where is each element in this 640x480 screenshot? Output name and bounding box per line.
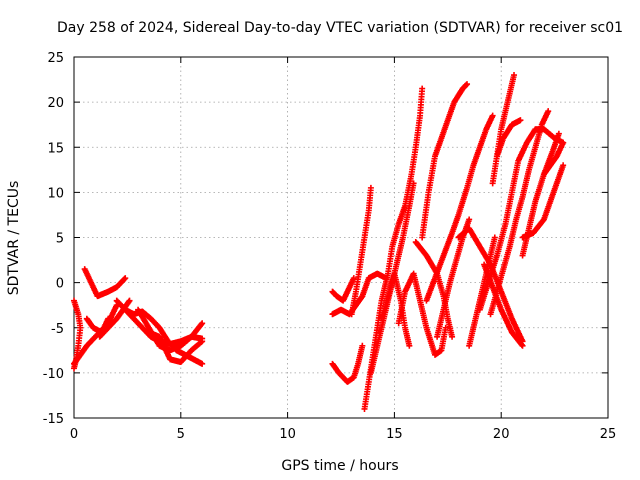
data-point xyxy=(419,85,426,92)
data-point xyxy=(199,320,206,327)
data-point xyxy=(350,275,357,282)
data-point xyxy=(199,360,206,367)
y-tick-label: 10 xyxy=(47,186,64,201)
x-axis-label: GPS time / hours xyxy=(281,458,398,474)
data-point xyxy=(449,333,456,340)
series-track-3 xyxy=(81,266,129,300)
series-track-9 xyxy=(145,329,206,366)
y-tick-label: 0 xyxy=(56,277,64,292)
series-track-31 xyxy=(519,130,562,259)
x-tick-label: 5 xyxy=(177,427,185,442)
data-point xyxy=(491,234,498,241)
data-point xyxy=(545,108,552,115)
data-point xyxy=(199,338,206,345)
series-track-20 xyxy=(423,112,496,304)
series-track-24 xyxy=(493,72,518,160)
data-point xyxy=(359,342,366,349)
data-point xyxy=(122,275,129,282)
series-track-10 xyxy=(329,275,357,304)
data-point xyxy=(519,342,526,349)
y-tick-label: 15 xyxy=(47,141,64,156)
y-tick-label: -10 xyxy=(43,367,64,382)
series-track-27 xyxy=(481,261,526,349)
series-track-28 xyxy=(487,108,552,318)
y-tick-label: 5 xyxy=(56,232,64,247)
series-track-13 xyxy=(348,184,374,318)
data-point xyxy=(410,180,417,187)
series-track-5 xyxy=(83,302,120,336)
y-axis-label: SDTVAR / TECUs xyxy=(6,181,22,296)
series-track-11 xyxy=(329,342,366,385)
data-point xyxy=(464,81,471,88)
data-point xyxy=(406,342,413,349)
y-axis-ticks: -15 -10 -5 0 5 10 15 20 25 xyxy=(43,51,608,427)
x-tick-label: 0 xyxy=(70,427,78,442)
y-tick-label: -15 xyxy=(43,412,64,427)
y-tick-label: -5 xyxy=(51,322,64,337)
data-point xyxy=(489,112,496,119)
chart-title: Day 258 of 2024, Sidereal Day-to-day VTE… xyxy=(57,20,623,36)
series-track-18 xyxy=(419,81,471,241)
data-point xyxy=(517,117,524,124)
data-point xyxy=(367,184,374,191)
y-tick-label: 20 xyxy=(47,96,64,111)
data-point xyxy=(442,324,449,331)
x-tick-label: 25 xyxy=(600,427,617,442)
data-point xyxy=(466,216,473,223)
x-tick-label: 20 xyxy=(493,427,510,442)
series-track-14 xyxy=(361,85,426,412)
data-series xyxy=(71,72,567,412)
data-point xyxy=(126,297,133,304)
x-axis-ticks: 0 5 10 15 20 25 xyxy=(70,57,616,442)
data-point xyxy=(560,162,567,169)
y-tick-label: 25 xyxy=(47,51,64,66)
data-point xyxy=(511,72,518,79)
series-track-17 xyxy=(395,270,449,358)
data-point xyxy=(555,130,562,137)
x-tick-label: 15 xyxy=(386,427,403,442)
series-track-25 xyxy=(489,117,524,187)
x-tick-label: 10 xyxy=(279,427,296,442)
data-point xyxy=(560,139,567,146)
